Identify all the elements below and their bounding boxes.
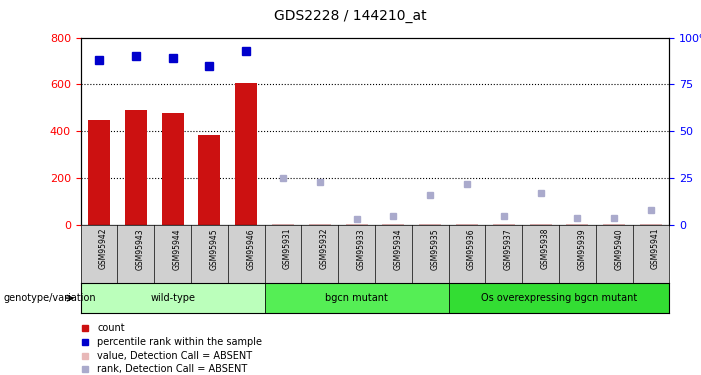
Text: GSM95935: GSM95935 — [430, 228, 440, 270]
Text: GDS2228 / 144210_at: GDS2228 / 144210_at — [274, 9, 427, 23]
Bar — [88, 120, 110, 225]
Text: GSM95943: GSM95943 — [136, 228, 145, 270]
Text: GSM95933: GSM95933 — [357, 228, 366, 270]
Text: GSM95939: GSM95939 — [578, 228, 587, 270]
Text: GSM95938: GSM95938 — [540, 228, 550, 269]
Text: GSM95934: GSM95934 — [393, 228, 402, 270]
Text: genotype/variation: genotype/variation — [4, 293, 96, 303]
Text: wild-type: wild-type — [150, 293, 195, 303]
Text: GSM95941: GSM95941 — [651, 228, 660, 269]
Text: GSM95945: GSM95945 — [210, 228, 219, 270]
Bar — [419, 224, 442, 225]
Text: percentile rank within the sample: percentile rank within the sample — [97, 337, 262, 347]
Bar — [125, 110, 147, 225]
Text: value, Detection Call = ABSENT: value, Detection Call = ABSENT — [97, 351, 252, 361]
Bar — [640, 224, 662, 225]
Bar — [383, 224, 404, 225]
Bar — [265, 283, 449, 313]
Text: GSM95944: GSM95944 — [172, 228, 182, 270]
Bar — [603, 224, 625, 225]
Bar — [566, 224, 588, 225]
Text: rank, Detection Call = ABSENT: rank, Detection Call = ABSENT — [97, 364, 247, 374]
Bar — [272, 224, 294, 225]
Text: GSM95942: GSM95942 — [99, 228, 108, 269]
Bar — [529, 224, 552, 225]
Text: count: count — [97, 323, 125, 333]
Text: GSM95932: GSM95932 — [320, 228, 329, 269]
Bar — [81, 283, 265, 313]
Bar — [236, 83, 257, 225]
Text: bgcn mutant: bgcn mutant — [325, 293, 388, 303]
Bar — [308, 224, 331, 225]
Text: GSM95937: GSM95937 — [504, 228, 513, 270]
Text: GSM95931: GSM95931 — [283, 228, 292, 269]
Bar — [161, 112, 184, 225]
Bar — [493, 224, 515, 225]
Text: GSM95946: GSM95946 — [246, 228, 255, 270]
Text: GSM95940: GSM95940 — [614, 228, 623, 270]
Bar — [198, 135, 221, 225]
Text: Os overexpressing bgcn mutant: Os overexpressing bgcn mutant — [481, 293, 637, 303]
Text: GSM95936: GSM95936 — [467, 228, 476, 270]
Bar — [449, 283, 669, 313]
Bar — [346, 224, 367, 225]
Bar — [456, 224, 478, 225]
